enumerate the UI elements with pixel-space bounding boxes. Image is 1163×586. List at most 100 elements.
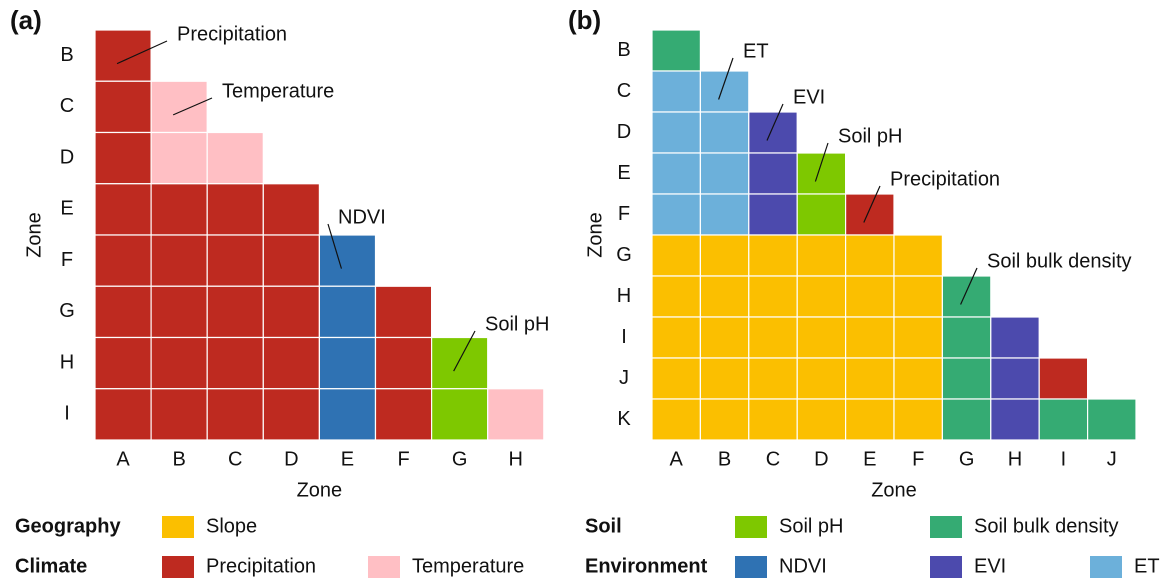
leader-line xyxy=(814,142,829,182)
cell xyxy=(941,357,992,400)
annotation: Soil pH xyxy=(838,125,902,147)
cell xyxy=(699,398,750,441)
cell xyxy=(94,29,152,82)
legend-label: Temperature xyxy=(412,555,524,577)
leader-line xyxy=(172,97,213,116)
legend-label: Soil bulk density xyxy=(974,515,1119,537)
cell xyxy=(150,234,208,287)
cell xyxy=(748,193,798,236)
cell xyxy=(990,316,1040,359)
cell xyxy=(487,388,545,441)
cell xyxy=(374,285,433,339)
cell xyxy=(651,398,702,441)
cell xyxy=(651,70,702,113)
leader-line xyxy=(453,330,476,372)
cell xyxy=(699,193,750,236)
cell xyxy=(748,152,798,195)
annotation: ET xyxy=(743,40,769,62)
y-tick-label: F xyxy=(61,249,73,271)
cell xyxy=(94,285,152,339)
cell xyxy=(796,234,847,277)
y-tick-label: H xyxy=(617,285,631,307)
legend-label: EVI xyxy=(974,555,1006,577)
x-tick-label: I xyxy=(1061,448,1067,470)
cell xyxy=(699,275,750,318)
annotation: Precipitation xyxy=(177,23,287,45)
legend-swatch xyxy=(1090,556,1122,578)
y-tick-label: J xyxy=(619,367,629,389)
cell xyxy=(699,111,750,154)
x-tick-label: C xyxy=(766,448,780,470)
cell xyxy=(941,275,992,318)
cell xyxy=(844,316,895,359)
annotation: Temperature xyxy=(222,80,334,102)
legend-label: Precipitation xyxy=(206,555,316,577)
legend-label: NDVI xyxy=(779,555,827,577)
y-tick-label: C xyxy=(60,95,74,117)
cell xyxy=(844,234,895,277)
x-tick-label: J xyxy=(1107,448,1117,470)
cell xyxy=(150,131,208,185)
cell xyxy=(748,398,798,441)
cell xyxy=(150,183,208,236)
cell xyxy=(893,316,944,359)
legend-group: Geography xyxy=(15,515,121,537)
annotation: NDVI xyxy=(338,206,386,228)
cell xyxy=(796,193,847,236)
cell xyxy=(893,234,944,277)
cell xyxy=(374,388,433,441)
cell xyxy=(699,357,750,400)
cell xyxy=(318,388,377,441)
cell xyxy=(748,111,798,154)
x-tick-label: H xyxy=(1008,448,1022,470)
x-tick-label: G xyxy=(959,448,975,470)
cell xyxy=(94,234,152,287)
cell xyxy=(651,152,702,195)
cell xyxy=(844,398,895,441)
cell xyxy=(1038,357,1089,400)
cell xyxy=(941,398,992,441)
x-tick-label: C xyxy=(228,448,242,470)
cell xyxy=(318,285,377,339)
cell xyxy=(990,357,1040,400)
cell xyxy=(651,357,702,400)
cell xyxy=(206,336,264,390)
annotation: EVI xyxy=(793,86,825,108)
cell xyxy=(206,285,264,339)
leader-line xyxy=(116,40,168,65)
cell xyxy=(699,152,750,195)
cell xyxy=(699,316,750,359)
annotation: Soil pH xyxy=(485,313,549,335)
y-tick-label: E xyxy=(617,162,630,184)
y-tick-label: K xyxy=(617,408,631,430)
leader-line xyxy=(863,185,881,223)
panel-label: (a) xyxy=(10,5,42,35)
y-tick-label: I xyxy=(64,403,70,425)
cell xyxy=(651,193,702,236)
leader-line xyxy=(718,57,734,100)
cell xyxy=(1038,398,1089,441)
x-tick-label: D xyxy=(814,448,828,470)
x-tick-label: A xyxy=(670,448,684,470)
cell xyxy=(431,388,489,441)
cell xyxy=(94,388,152,441)
legend-swatch xyxy=(368,556,400,578)
cell xyxy=(150,388,208,441)
x-axis-label: Zone xyxy=(297,479,343,501)
cell xyxy=(844,275,895,318)
cell xyxy=(150,80,208,134)
cell xyxy=(844,193,895,236)
x-axis-label: Zone xyxy=(871,479,917,501)
y-tick-label: G xyxy=(616,244,632,266)
cell xyxy=(206,131,264,185)
leader-line xyxy=(766,103,784,141)
cell xyxy=(651,29,702,72)
cell xyxy=(150,285,208,339)
cell xyxy=(796,275,847,318)
cell xyxy=(262,183,320,236)
legend-swatch xyxy=(162,556,194,578)
panel-label: (b) xyxy=(568,5,601,35)
y-tick-label: B xyxy=(617,39,630,61)
cell xyxy=(941,316,992,359)
cell xyxy=(748,316,798,359)
